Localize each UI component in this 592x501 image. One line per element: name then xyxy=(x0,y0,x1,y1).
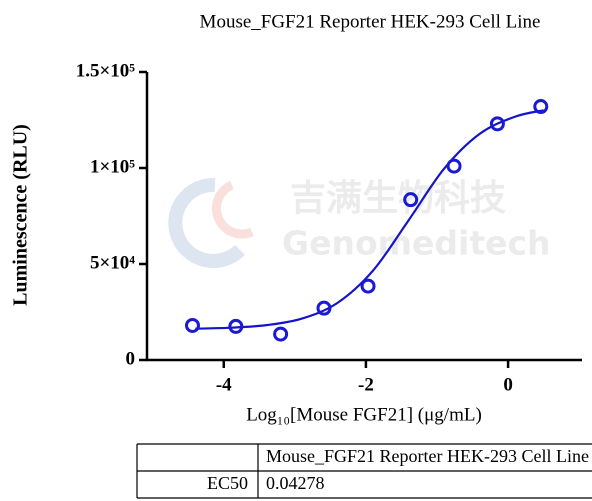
watermark: 吉满生物科技 Genomeditech xyxy=(168,177,551,268)
y-tick-label: 1×10⁵ xyxy=(90,156,135,177)
y-axis-label: Luminescence (RLU) xyxy=(10,124,32,306)
x-tick-label: -2 xyxy=(358,374,374,395)
table-cell: EC50 xyxy=(207,473,248,493)
data-point xyxy=(533,99,549,115)
fit-curve xyxy=(195,109,544,330)
x-tick-label: -4 xyxy=(216,374,232,395)
x-tick-label: 0 xyxy=(503,374,513,395)
table xyxy=(136,443,592,499)
x-axis-label: Log₁₀[Mouse FGF21] (μg/mL) xyxy=(246,404,482,425)
data-point xyxy=(446,158,462,174)
watermark-cn: 吉满生物科技 xyxy=(290,178,506,219)
data-point xyxy=(360,278,376,294)
watermark-en: Genomeditech xyxy=(282,224,551,263)
y-tick-label: 0 xyxy=(126,348,136,369)
watermark-logo xyxy=(168,177,245,268)
table-cell: 0.04278 xyxy=(266,473,325,493)
table-cell: Mouse_FGF21 Reporter HEK-293 Cell Line xyxy=(266,446,589,466)
data-point xyxy=(184,317,200,333)
data-point xyxy=(316,300,332,316)
watermark-logo xyxy=(212,180,254,239)
data-point xyxy=(403,192,419,208)
chart-title: Mouse_FGF21 Reporter HEK-293 Cell Line xyxy=(200,11,541,32)
data-point xyxy=(489,116,505,132)
data-point xyxy=(228,318,244,334)
y-tick-label: 1.5×10⁵ xyxy=(76,60,136,81)
data-point xyxy=(273,326,289,342)
y-tick-label: 5×10⁴ xyxy=(90,252,135,273)
